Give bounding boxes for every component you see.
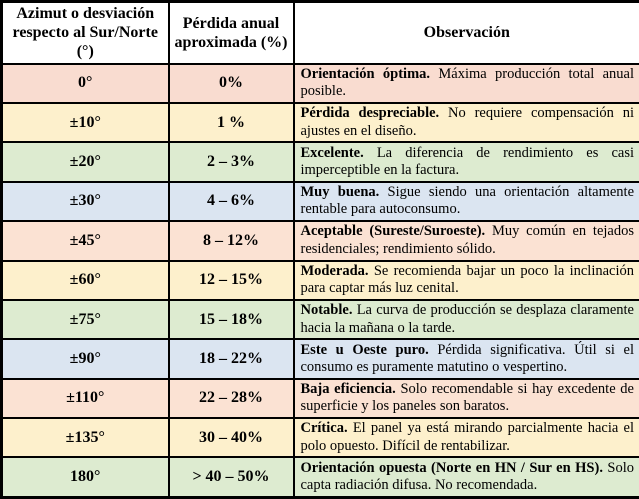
table-row: 180° > 40 – 50% Orientación opuesta (Nor… <box>0 456 639 499</box>
table-row: ±60° 12 – 15% Moderada. Se recomienda ba… <box>0 259 639 301</box>
loss-cell: 12 – 15% <box>167 259 295 301</box>
observation-cell: Aceptable (Sureste/Suroeste). Muy común … <box>292 220 639 262</box>
table-row: ±10° 1 % Pérdida despreciable. No requie… <box>0 101 639 144</box>
header-row: Azimut o desviación respecto al Sur/Nort… <box>0 0 639 65</box>
observation-cell: Orientación opuesta (Norte en HN / Sur e… <box>292 456 639 499</box>
observation-detail: Muy común en tejados residenciales; rend… <box>300 223 635 257</box>
observation-cell: Pérdida despreciable. No requiere compen… <box>292 101 639 144</box>
observation-detail: Se recomienda bajar un poco la inclinaci… <box>300 262 635 297</box>
table-row: 0° 0% Orientación óptima. Máxima producc… <box>0 62 639 104</box>
azimuth-cell: 0° <box>0 62 170 104</box>
observation-detail: Pérdida significativa. Útil si el consum… <box>300 341 635 375</box>
azimuth-cell: ±75° <box>0 298 170 341</box>
observation-detail: Solo capta radiación difusa. No recomend… <box>300 459 635 494</box>
observation-keyword: Pérdida despreciable. <box>300 105 440 122</box>
table-row: ±45° 8 – 12% Aceptable (Sureste/Suroeste… <box>0 220 639 262</box>
azimuth-cell: ±30° <box>0 180 170 223</box>
observation-keyword: Baja eficiencia. <box>300 380 396 397</box>
loss-cell: 2 – 3% <box>167 141 295 183</box>
azimuth-cell: ±110° <box>0 377 170 420</box>
table-row: ±20° 2 – 3% Excelente. La diferencia de … <box>0 141 639 183</box>
loss-cell: 18 – 22% <box>167 338 295 380</box>
observation-keyword: Muy buena. <box>300 184 380 201</box>
azimuth-cell: 180° <box>0 456 170 499</box>
observation-keyword: Crítica. <box>300 420 348 437</box>
observation-keyword: Excelente. <box>300 144 364 161</box>
table-row: ±90° 18 – 22% Este u Oeste puro. Pérdida… <box>0 338 639 380</box>
observation-keyword: Moderada. <box>300 262 369 279</box>
loss-cell: 8 – 12% <box>167 220 295 262</box>
observation-detail: No requiere compensación ni ajustes en e… <box>300 105 635 139</box>
azimuth-cell: ±135° <box>0 417 170 459</box>
loss-cell: 22 – 28% <box>167 377 295 420</box>
azimuth-cell: ±10° <box>0 101 170 144</box>
observation-detail: Máxima producción total anual posible. <box>300 65 635 100</box>
azimuth-cell: ±20° <box>0 141 170 183</box>
table-row: ±75° 15 – 18% Notable. La curva de produ… <box>0 298 639 341</box>
observation-keyword: Notable. <box>300 302 353 319</box>
table-row: ±30° 4 – 6% Muy buena. Sigue siendo una … <box>0 180 639 223</box>
table-row: ±110° 22 – 28% Baja eficiencia. Solo rec… <box>0 377 639 420</box>
column-header-azimuth: Azimut o desviación respecto al Sur/Nort… <box>0 0 170 65</box>
azimuth-cell: ±60° <box>0 259 170 301</box>
observation-cell: Baja eficiencia. Solo recomendable si ha… <box>292 377 639 420</box>
loss-cell: 1 % <box>167 101 295 144</box>
observation-cell: Muy buena. Sigue siendo una orientación … <box>292 180 639 223</box>
loss-cell: > 40 – 50% <box>167 456 295 499</box>
observation-detail: La diferencia de rendimiento es casi imp… <box>300 144 635 179</box>
observation-detail: Sigue siendo una orientación altamente r… <box>300 184 635 218</box>
azimuth-cell: ±45° <box>0 220 170 262</box>
azimuth-cell: ±90° <box>0 338 170 380</box>
loss-cell: 0% <box>167 62 295 104</box>
observation-cell: Moderada. Se recomienda bajar un poco la… <box>292 259 639 301</box>
observation-keyword: Orientación óptima. <box>300 65 431 82</box>
observation-cell: Este u Oeste puro. Pérdida significativa… <box>292 338 639 380</box>
loss-cell: 30 – 40% <box>167 417 295 459</box>
column-header-loss: Pérdida anual aproximada (%) <box>167 0 295 65</box>
observation-keyword: Aceptable (Sureste/Suroeste). <box>300 223 486 240</box>
table-row: ±135° 30 – 40% Crítica. El panel ya está… <box>0 417 639 459</box>
observation-detail: Solo recomendable si hay excedente de su… <box>300 380 635 415</box>
observation-keyword: Este u Oeste puro. <box>300 341 429 358</box>
loss-cell: 15 – 18% <box>167 298 295 341</box>
observation-detail: La curva de producción se desplaza clara… <box>300 302 635 336</box>
observation-detail: El panel ya está mirando parcialmente ha… <box>300 420 635 454</box>
observation-keyword: Orientación opuesta (Norte en HN / Sur e… <box>300 459 603 476</box>
observation-cell: Crítica. El panel ya está mirando parcia… <box>292 417 639 459</box>
observation-cell: Excelente. La diferencia de rendimiento … <box>292 141 639 183</box>
column-header-observation: Observación <box>292 0 639 65</box>
observation-cell: Notable. La curva de producción se despl… <box>292 298 639 341</box>
observation-cell: Orientación óptima. Máxima producción to… <box>292 62 639 104</box>
loss-cell: 4 – 6% <box>167 180 295 223</box>
